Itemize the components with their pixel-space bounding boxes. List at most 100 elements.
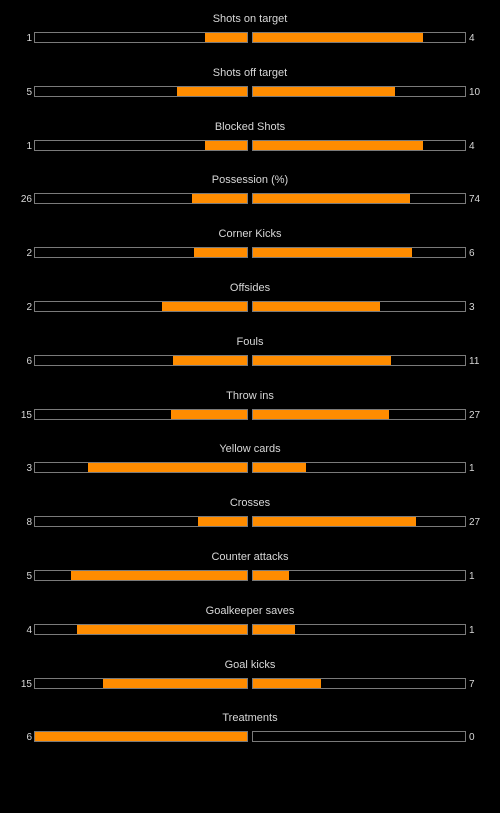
away-value: 10 <box>469 87 481 98</box>
stat-row: Blocked Shots 1 4 <box>0 120 500 164</box>
away-bar <box>252 140 466 151</box>
away-bar-fill <box>253 141 423 150</box>
away-value: 74 <box>469 194 481 205</box>
home-bar <box>34 355 248 366</box>
stat-label: Goal kicks <box>224 659 276 671</box>
home-value: 4 <box>26 625 32 636</box>
away-bar-fill <box>253 463 306 472</box>
home-value: 5 <box>26 87 32 98</box>
stat-label: Blocked Shots <box>214 121 286 133</box>
home-bar <box>34 731 248 742</box>
stat-label: Treatments <box>222 712 278 724</box>
away-value: 1 <box>469 571 475 582</box>
home-bar <box>34 570 248 581</box>
stat-row: Shots on target 1 4 <box>0 12 500 56</box>
away-bar <box>252 624 466 635</box>
away-value: 27 <box>469 410 481 421</box>
home-bar <box>34 86 248 97</box>
home-bar <box>34 678 248 689</box>
home-bar-fill <box>171 410 247 419</box>
home-bar <box>34 32 248 43</box>
away-value: 27 <box>469 517 481 528</box>
away-bar <box>252 570 466 581</box>
away-bar <box>252 516 466 527</box>
away-bar-fill <box>253 302 380 311</box>
stat-label: Offsides <box>229 282 271 294</box>
stat-label: Crosses <box>229 497 271 509</box>
home-value: 1 <box>26 141 32 152</box>
stat-label: Fouls <box>236 336 264 348</box>
home-bar-fill <box>198 517 247 526</box>
stat-row: Goalkeeper saves 4 1 <box>0 604 500 648</box>
home-bar-fill <box>103 679 247 688</box>
home-value: 6 <box>26 732 32 743</box>
away-value: 4 <box>469 141 475 152</box>
home-bar-fill <box>173 356 247 365</box>
home-bar-fill <box>162 302 247 311</box>
home-value: 3 <box>26 463 32 474</box>
stat-row: Fouls 6 11 <box>0 335 500 379</box>
away-bar <box>252 247 466 258</box>
home-bar <box>34 247 248 258</box>
away-bar-fill <box>253 679 321 688</box>
away-bar-fill <box>253 194 410 203</box>
stat-label: Shots on target <box>212 13 288 25</box>
home-bar-fill <box>71 571 247 580</box>
stat-row: Counter attacks 5 1 <box>0 550 500 594</box>
stat-label: Throw ins <box>226 390 274 402</box>
home-value: 2 <box>26 302 32 313</box>
away-bar <box>252 301 466 312</box>
home-bar-fill <box>35 732 247 741</box>
home-bar <box>34 140 248 151</box>
away-bar <box>252 86 466 97</box>
home-value: 8 <box>26 517 32 528</box>
home-bar-fill <box>77 625 247 634</box>
away-value: 3 <box>469 302 475 313</box>
away-value: 11 <box>469 356 480 367</box>
home-bar-fill <box>88 463 247 472</box>
away-bar-fill <box>253 248 412 257</box>
home-bar <box>34 193 248 204</box>
stat-row: Corner Kicks 2 6 <box>0 227 500 271</box>
home-bar <box>34 462 248 473</box>
away-value: 1 <box>469 625 475 636</box>
away-bar-fill <box>253 571 289 580</box>
home-bar <box>34 301 248 312</box>
away-bar-fill <box>253 33 423 42</box>
away-bar <box>252 462 466 473</box>
away-value: 6 <box>469 248 475 259</box>
home-bar-fill <box>205 141 247 150</box>
away-value: 1 <box>469 463 475 474</box>
away-bar-fill <box>253 87 395 96</box>
home-bar <box>34 409 248 420</box>
home-value: 26 <box>20 194 32 205</box>
stat-row: Goal kicks 15 7 <box>0 658 500 702</box>
away-bar-fill <box>253 625 295 634</box>
home-bar <box>34 624 248 635</box>
away-bar <box>252 32 466 43</box>
home-value: 5 <box>26 571 32 582</box>
away-bar-fill <box>253 410 389 419</box>
stat-label: Possession (%) <box>211 174 289 186</box>
stat-label: Shots off target <box>212 67 288 79</box>
away-value: 0 <box>469 732 475 743</box>
stat-row: Throw ins 15 27 <box>0 389 500 433</box>
away-bar <box>252 193 466 204</box>
stat-label: Counter attacks <box>211 551 289 563</box>
away-value: 7 <box>469 679 475 690</box>
home-value: 1 <box>26 33 32 44</box>
stat-row: Possession (%) 26 74 <box>0 173 500 217</box>
away-bar <box>252 731 466 742</box>
home-value: 6 <box>26 356 32 367</box>
home-value: 15 <box>20 410 32 421</box>
stat-row: Shots off target 5 10 <box>0 66 500 110</box>
home-value: 2 <box>26 248 32 259</box>
stat-label: Corner Kicks <box>218 228 282 240</box>
away-bar <box>252 678 466 689</box>
home-bar-fill <box>192 194 247 203</box>
stat-row: Yellow cards 3 1 <box>0 442 500 486</box>
home-value: 15 <box>20 679 32 690</box>
home-bar-fill <box>177 87 247 96</box>
stat-row: Treatments 6 0 <box>0 711 500 755</box>
